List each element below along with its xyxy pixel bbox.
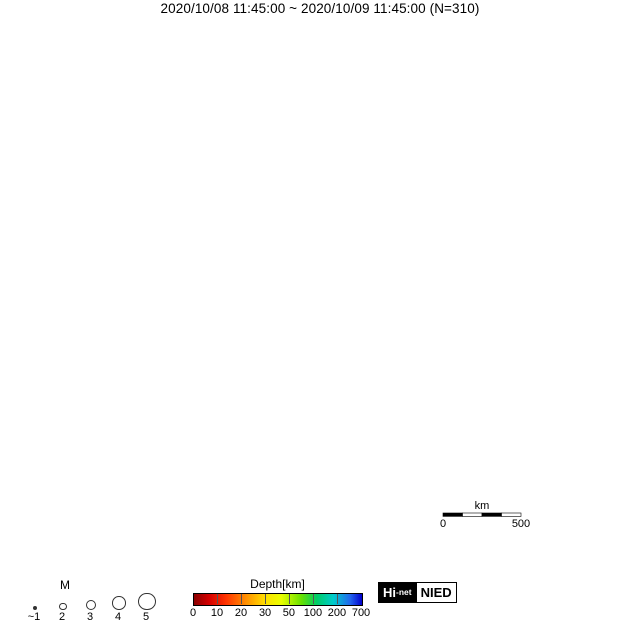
scalebar-segment (462, 512, 483, 517)
magnitude-symbol (112, 596, 126, 610)
depth-legend-title: Depth[km] (250, 577, 305, 591)
depth-label: 700 (351, 607, 371, 619)
magnitude-legend-title: M (60, 578, 70, 592)
scalebar-min-label: 0 (440, 518, 446, 530)
depth-label: 0 (189, 607, 197, 619)
depth-colorbar (193, 593, 363, 606)
map-canvas: km050045˚N40˚N35˚N30˚N25˚N125˚E130˚E135˚… (440, 500, 530, 530)
magnitude-symbol (138, 592, 156, 610)
depth-label: 50 (282, 607, 296, 619)
magnitude-label: 4 (114, 611, 122, 623)
depth-label: 30 (258, 607, 272, 619)
depth-colorbar-ticks (193, 594, 361, 604)
magnitude-symbol (59, 602, 67, 610)
hinet-nied-logo: Hi -net NIED (378, 582, 457, 603)
depth-label: 20 (234, 607, 248, 619)
hinet-logo-text: Hi -net (379, 583, 416, 602)
seismicity-map: km050045˚N40˚N35˚N30˚N25˚N125˚E130˚E135˚… (0, 16, 640, 576)
magnitude-label: 2 (58, 611, 66, 623)
legend-bar: M ~1 2 3 4 5 Depth[km] 0 10 20 30 50 100 200 700 (0, 577, 640, 626)
depth-legend-labels: 0 10 20 30 50 100 200 700 (189, 607, 370, 621)
magnitude-symbol (85, 599, 97, 610)
magnitude-legend-labels: ~1 2 3 4 5 (22, 611, 152, 625)
magnitude-legend-symbols (22, 592, 156, 610)
depth-label: 10 (210, 607, 224, 619)
magnitude-symbol (33, 606, 37, 610)
depth-label: 200 (327, 607, 347, 619)
page-title: 2020/10/08 11:45:00 ~ 2020/10/09 11:45:0… (160, 1, 480, 16)
scalebar-max-label: 500 (512, 518, 530, 530)
depth-label: 100 (303, 607, 323, 619)
magnitude-label: 5 (142, 611, 150, 623)
magnitude-label: ~1 (27, 611, 41, 623)
scalebar-segment (442, 512, 463, 517)
scalebar-unit-label: km (475, 500, 490, 512)
scalebar-segment (501, 512, 522, 517)
nied-logo-text: NIED (415, 583, 456, 602)
scalebar-segment (481, 512, 502, 517)
magnitude-label: 3 (86, 611, 94, 623)
